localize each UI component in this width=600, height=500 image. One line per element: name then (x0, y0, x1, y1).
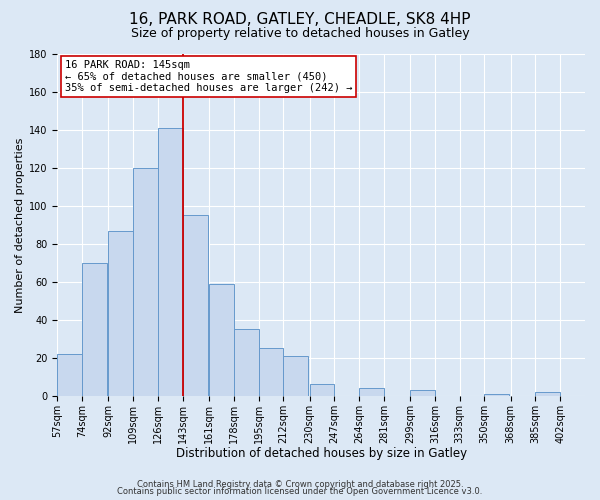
Bar (133, 168, 158, 396)
Text: Contains HM Land Registry data © Crown copyright and database right 2025.: Contains HM Land Registry data © Crown c… (137, 480, 463, 489)
Bar (359, 388, 384, 396)
X-axis label: Distribution of detached houses by size in Gatley: Distribution of detached houses by size … (176, 447, 467, 460)
Bar (535, 392, 560, 396)
Bar (82, 263, 107, 396)
Text: Contains public sector information licensed under the Open Government Licence v3: Contains public sector information licen… (118, 488, 482, 496)
Bar (410, 390, 435, 396)
Bar (310, 384, 334, 396)
Y-axis label: Number of detached properties: Number of detached properties (15, 137, 25, 312)
Bar (158, 128, 183, 396)
Text: 16, PARK ROAD, GATLEY, CHEADLE, SK8 4HP: 16, PARK ROAD, GATLEY, CHEADLE, SK8 4HP (129, 12, 471, 28)
Bar (283, 356, 308, 396)
Text: Size of property relative to detached houses in Gatley: Size of property relative to detached ho… (131, 28, 469, 40)
Bar (259, 348, 283, 396)
Bar (109, 230, 133, 396)
Bar (484, 394, 509, 396)
Text: 16 PARK ROAD: 145sqm
← 65% of detached houses are smaller (450)
35% of semi-deta: 16 PARK ROAD: 145sqm ← 65% of detached h… (65, 60, 352, 93)
Bar (58, 354, 82, 396)
Bar (234, 330, 259, 396)
Bar (209, 284, 234, 396)
Bar (183, 216, 208, 396)
